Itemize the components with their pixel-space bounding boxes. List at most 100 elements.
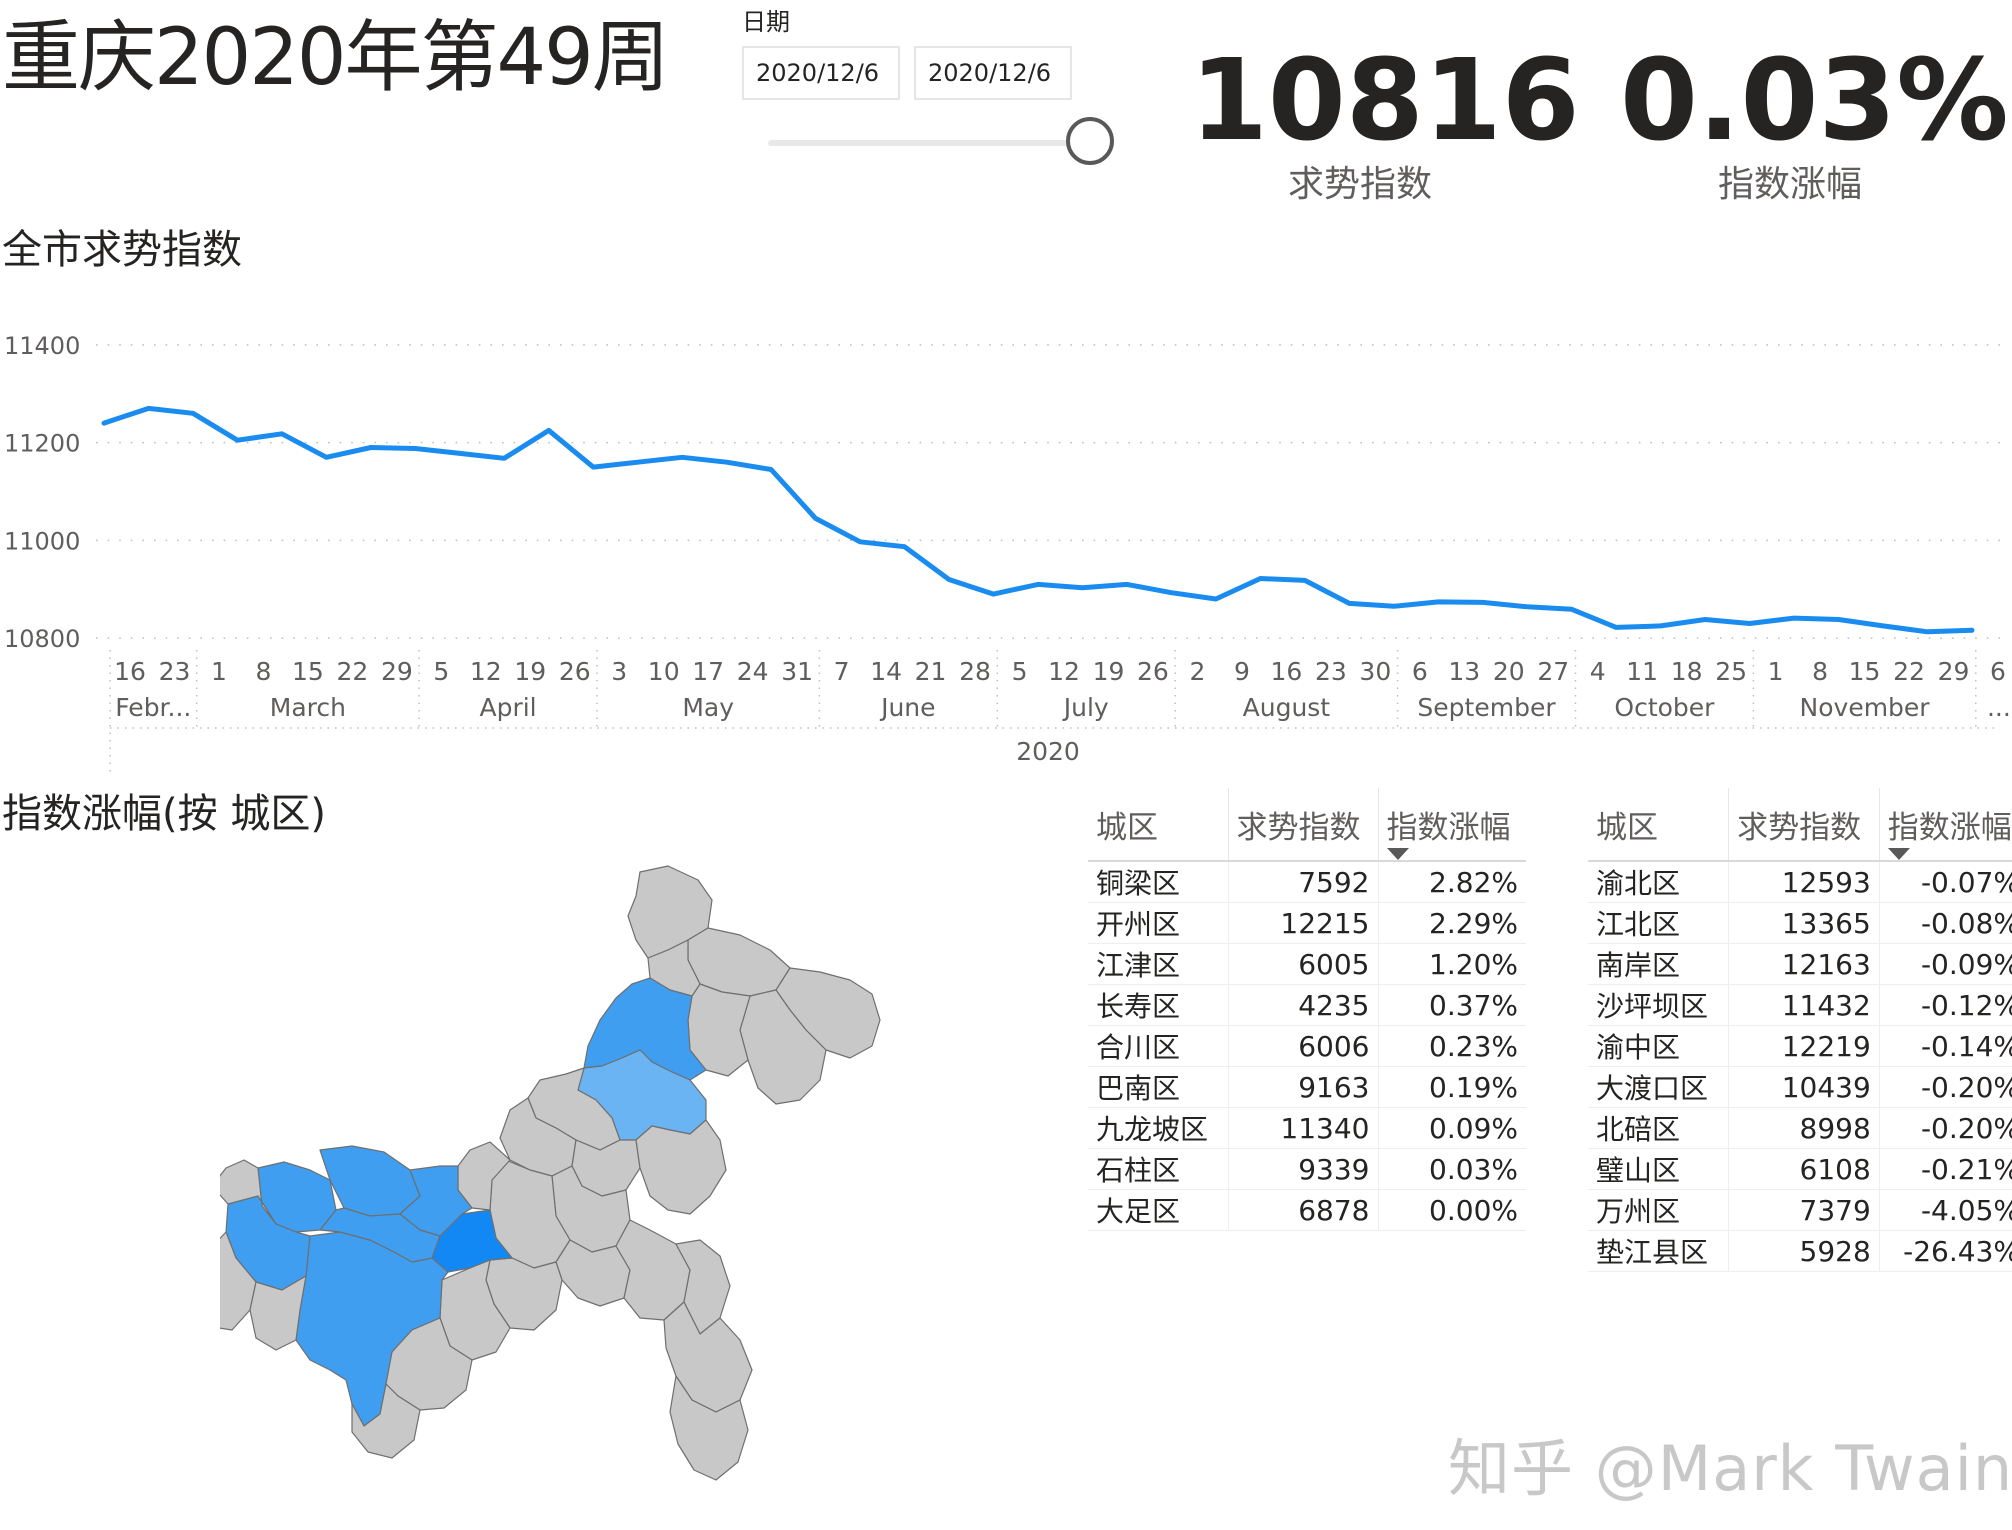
data-point bbox=[1792, 616, 1796, 620]
date-start-input[interactable]: 2020/12/6 bbox=[742, 46, 900, 100]
data-point bbox=[547, 428, 551, 432]
table-row[interactable]: 南岸区 12163 -0.09% bbox=[1588, 943, 2012, 985]
data-point bbox=[1436, 600, 1440, 604]
map-district-wansheng[interactable] bbox=[351, 1383, 421, 1459]
map-district-yubei[interactable] bbox=[399, 1165, 473, 1237]
y-tick-label: 11400 bbox=[4, 332, 80, 360]
map-district-yongchuan[interactable] bbox=[249, 1275, 307, 1351]
year-label: 2020 bbox=[1016, 737, 1080, 766]
data-point bbox=[146, 406, 150, 410]
col-header-change[interactable]: 指数涨幅 bbox=[1377, 788, 1526, 862]
month-label: April bbox=[479, 693, 536, 722]
table-row[interactable]: 万州区 7379 -4.05% bbox=[1588, 1189, 2012, 1231]
data-point bbox=[1036, 582, 1040, 586]
month-label: June bbox=[879, 693, 935, 722]
district-cell: 九龙坡区 bbox=[1088, 1107, 1228, 1149]
map-district-shizhu[interactable] bbox=[635, 1119, 727, 1215]
x-tick-label: 22 bbox=[336, 657, 368, 686]
map-district-youyang[interactable] bbox=[663, 1301, 753, 1413]
district-cell: 长寿区 bbox=[1088, 984, 1228, 1026]
data-point bbox=[814, 516, 818, 520]
data-point bbox=[1125, 582, 1129, 586]
map-district-xiushan[interactable] bbox=[669, 1375, 749, 1481]
y-tick-label: 10800 bbox=[4, 625, 80, 653]
data-point bbox=[1659, 624, 1663, 628]
table-row[interactable]: 渝北区 12593 -0.07% bbox=[1588, 861, 2012, 903]
date-end-input[interactable]: 2020/12/6 bbox=[914, 46, 1072, 100]
x-tick-label: 5 bbox=[433, 657, 449, 686]
index-cell: 9339 bbox=[1227, 1148, 1378, 1190]
table-row[interactable]: 石柱区 9339 0.03% bbox=[1088, 1148, 1526, 1190]
change-cell: -0.20% bbox=[1878, 1107, 2012, 1149]
data-point bbox=[1169, 591, 1173, 595]
data-point bbox=[1926, 630, 1930, 634]
table-row[interactable]: 开州区 12215 2.29% bbox=[1088, 902, 1526, 944]
data-point bbox=[680, 455, 684, 459]
watermark: 知乎 @Mark Twain bbox=[1448, 1432, 2012, 1505]
table-row[interactable]: 铜梁区 7592 2.82% bbox=[1088, 861, 1526, 903]
col-header-change[interactable]: 指数涨幅 bbox=[1878, 788, 2012, 862]
index-cell: 12163 bbox=[1728, 943, 1880, 985]
month-label: May bbox=[682, 693, 734, 722]
index-cell: 11432 bbox=[1728, 984, 1880, 1026]
change-cell: -0.08% bbox=[1878, 902, 2012, 944]
district-cell: 渝中区 bbox=[1588, 1025, 1729, 1067]
x-tick-label: 1 bbox=[211, 657, 227, 686]
district-cell: 万州区 bbox=[1588, 1189, 1729, 1231]
change-cell: 0.23% bbox=[1377, 1025, 1526, 1067]
district-cell: 南岸区 bbox=[1588, 943, 1729, 985]
district-cell: 沙坪坝区 bbox=[1588, 984, 1729, 1026]
map-district-tongnan[interactable] bbox=[220, 1159, 277, 1225]
x-tick-label: 8 bbox=[255, 657, 271, 686]
district-cell: 大渡口区 bbox=[1588, 1066, 1729, 1108]
district-cell: 垫江县区 bbox=[1588, 1230, 1729, 1272]
date-slider-handle[interactable] bbox=[1066, 117, 1114, 165]
table-row[interactable]: 江北区 13365 -0.08% bbox=[1588, 902, 2012, 944]
table-row[interactable]: 巴南区 9163 0.19% bbox=[1088, 1066, 1526, 1108]
col-header-index[interactable]: 求势指数 bbox=[1728, 788, 1880, 862]
data-point bbox=[1303, 578, 1307, 582]
index-cell: 7592 bbox=[1227, 861, 1378, 903]
sort-desc-icon[interactable] bbox=[1887, 848, 1910, 860]
table-row[interactable]: 江津区 6005 1.20% bbox=[1088, 943, 1526, 985]
data-point bbox=[324, 455, 328, 459]
change-cell: 0.09% bbox=[1377, 1107, 1526, 1149]
x-tick-label: 15 bbox=[1849, 657, 1881, 686]
district-cell: 大足区 bbox=[1088, 1189, 1228, 1231]
district-table-right: 城区 求势指数 指数涨幅 渝北区 12593 -0.07% 江北区 13365 -0.08… bbox=[1588, 788, 2012, 1272]
x-tick-label: 19 bbox=[1093, 657, 1125, 686]
index-cell: 6006 bbox=[1227, 1025, 1378, 1067]
col-header-district[interactable]: 城区 bbox=[1088, 788, 1228, 862]
col-header-district[interactable]: 城区 bbox=[1588, 788, 1729, 862]
change-cell: -4.05% bbox=[1878, 1189, 2012, 1231]
table-row[interactable]: 九龙坡区 11340 0.09% bbox=[1088, 1107, 1526, 1149]
chongqing-district-map[interactable] bbox=[220, 860, 900, 1500]
district-table-left: 城区 求势指数 指数涨幅 铜梁区 7592 2.82% 开州区 12215 2.29% 江津… bbox=[1088, 788, 1526, 1231]
col-header-index[interactable]: 求势指数 bbox=[1227, 788, 1378, 862]
data-point bbox=[1614, 625, 1618, 629]
table-row[interactable]: 沙坪坝区 11432 -0.12% bbox=[1588, 984, 2012, 1026]
table-row[interactable]: 大足区 6878 0.00% bbox=[1088, 1189, 1526, 1231]
change-cell: 2.29% bbox=[1377, 902, 1526, 944]
table-row[interactable]: 北碚区 8998 -0.20% bbox=[1588, 1107, 2012, 1149]
table-row[interactable]: 垫江县区 5928 -26.43% bbox=[1588, 1230, 2012, 1272]
data-point bbox=[1703, 618, 1707, 622]
date-slider-track[interactable] bbox=[768, 140, 1094, 146]
table-row[interactable]: 璧山区 6108 -0.21% bbox=[1588, 1148, 2012, 1190]
sort-desc-icon[interactable] bbox=[1386, 848, 1409, 860]
table-row[interactable]: 大渡口区 10439 -0.20% bbox=[1588, 1066, 2012, 1108]
month-label: Febr... bbox=[115, 693, 191, 722]
month-label: July bbox=[1062, 693, 1109, 722]
map-district-core[interactable] bbox=[319, 1207, 441, 1263]
x-tick-label: 15 bbox=[292, 657, 324, 686]
kpi-index-value: 10816 bbox=[1190, 36, 1580, 166]
table-row[interactable]: 合川区 6006 0.23% bbox=[1088, 1025, 1526, 1067]
table-row[interactable]: 长寿区 4235 0.37% bbox=[1088, 984, 1526, 1026]
index-cell: 11340 bbox=[1227, 1107, 1378, 1149]
x-tick-label: 9 bbox=[1234, 657, 1250, 686]
table-row[interactable]: 渝中区 12219 -0.14% bbox=[1588, 1025, 2012, 1067]
data-point bbox=[1837, 618, 1841, 622]
data-point bbox=[1481, 600, 1485, 604]
x-tick-label: 27 bbox=[1537, 657, 1569, 686]
x-tick-label: 6 bbox=[1412, 657, 1428, 686]
